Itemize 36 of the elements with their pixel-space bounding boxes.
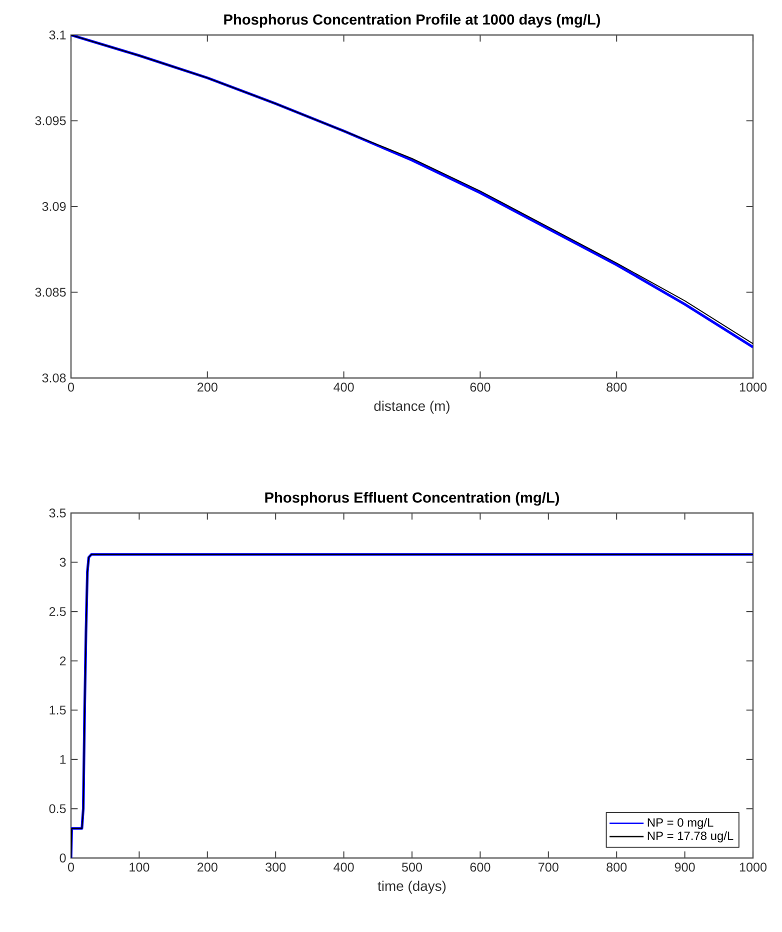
x-tick-label: 200 (198, 862, 218, 872)
chart-title: Phosphorus Concentration Profile at 1000 days (mg/L) (224, 14, 600, 28)
x-tick-label: 600 (470, 382, 490, 392)
y-tick-label: 2.5 (49, 607, 66, 616)
y-tick-label: 3.085 (35, 288, 66, 297)
x-tick-label: 200 (198, 382, 218, 392)
x-tick-label: 500 (402, 862, 422, 872)
chart-title: Phosphorus Effluent Concentration (mg/L) (265, 492, 560, 506)
x-tick-label: 600 (470, 862, 490, 872)
x-tick-label: 0 (68, 382, 74, 392)
x-tick-label: 700 (538, 862, 558, 872)
x-axis-title: distance (m) (374, 400, 450, 414)
y-tick-label: 3.08 (42, 374, 66, 382)
x-tick-label: 1000 (740, 382, 767, 392)
x-tick-label: 1000 (740, 862, 767, 872)
x-tick-label: 800 (606, 382, 627, 392)
x-tick-label: 900 (674, 862, 695, 872)
x-tick-label: 100 (130, 862, 150, 872)
x-tick-label: 400 (334, 382, 354, 392)
y-tick-label: 3.095 (35, 116, 66, 126)
x-axis-title: time (days) (378, 880, 446, 894)
legend-label: NP = 17.78 ug/L (648, 831, 734, 842)
legend-label: NP = 0 mg/L (648, 818, 714, 830)
y-tick-label: 1.5 (50, 706, 66, 715)
y-tick-label: 0 (60, 854, 66, 862)
x-tick-label: 300 (266, 862, 286, 872)
y-tick-label: 1 (60, 755, 66, 764)
y-tick-label: 3.5 (49, 508, 66, 518)
x-tick-label: 0 (68, 862, 74, 872)
y-tick-label: 3.09 (42, 202, 66, 211)
y-tick-label: 3 (60, 558, 66, 567)
y-tick-label: 2 (60, 656, 66, 666)
y-tick-label: 3.1 (49, 30, 66, 40)
x-tick-label: 400 (334, 862, 354, 872)
y-tick-label: 0.5 (49, 804, 66, 814)
x-tick-label: 800 (606, 862, 627, 872)
